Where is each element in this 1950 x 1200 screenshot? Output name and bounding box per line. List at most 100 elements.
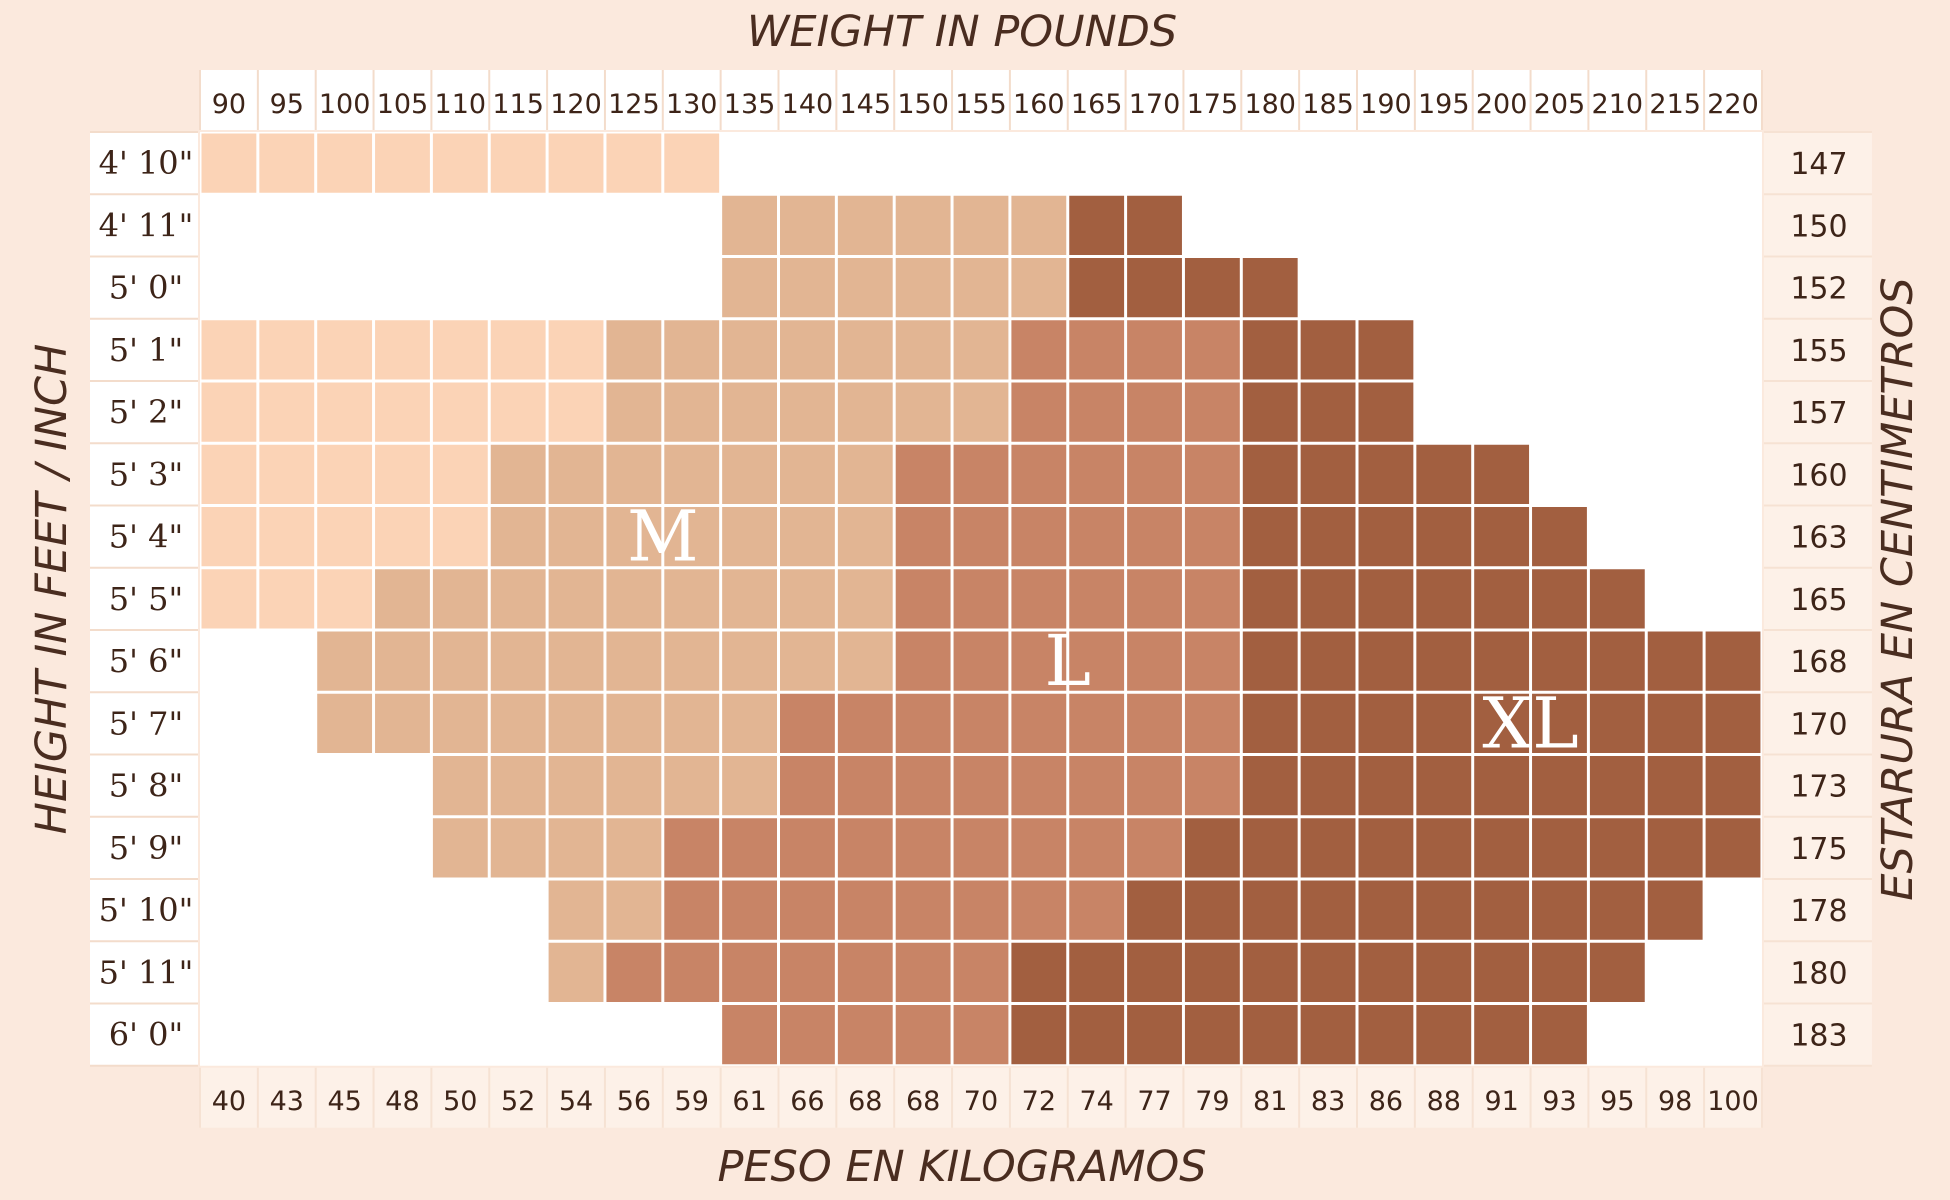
size-cell: [1242, 693, 1298, 753]
size-cell: [953, 444, 1009, 504]
size-cell: [664, 507, 720, 567]
height-cm-tick: 157: [1790, 396, 1847, 431]
size-cell: [1011, 818, 1067, 878]
size-cell: [1069, 1005, 1125, 1065]
size-cell: [722, 569, 777, 629]
weight-lb-tick: 130: [666, 89, 718, 120]
size-cell: [895, 1005, 951, 1065]
height-cm-tick: 168: [1790, 645, 1847, 680]
size-cell: [895, 258, 951, 318]
size-cell: [259, 382, 315, 442]
size-cell: [1011, 444, 1067, 504]
size-cell: [953, 320, 1009, 380]
size-cell: [1242, 818, 1298, 878]
height-ft-tick: 5' 8": [109, 767, 183, 805]
weight-kg-tick: 50: [443, 1086, 477, 1117]
size-cell: [664, 569, 720, 629]
size-cell: [1127, 444, 1182, 504]
size-cell: [780, 693, 835, 753]
size-cell: [953, 382, 1009, 442]
height-ft-tick: 5' 1": [109, 331, 183, 369]
size-cell: [1705, 756, 1761, 816]
size-cell: [201, 569, 257, 629]
size-cell: [895, 880, 951, 940]
size-cell: [895, 569, 951, 629]
size-cell: [201, 133, 257, 193]
weight-kg-tick: 83: [1311, 1086, 1345, 1117]
size-cell: [664, 631, 720, 691]
size-cell: [1127, 382, 1182, 442]
height-ft-tick: 4' 11": [99, 206, 194, 244]
size-cell: [1474, 507, 1530, 567]
size-cell: [837, 507, 893, 567]
size-cell: [722, 1005, 777, 1065]
size-cell: [1184, 631, 1240, 691]
size-cell: [1532, 880, 1587, 940]
size-cell: [1474, 569, 1530, 629]
size-cell: [1358, 631, 1414, 691]
size-cell: [1358, 507, 1414, 567]
weight-kg-tick: 79: [1195, 1086, 1229, 1117]
size-cell: [606, 444, 662, 504]
bottom-tick-band: [200, 1067, 1762, 1128]
weight-lb-tick: 95: [270, 89, 304, 120]
size-cell: [664, 880, 720, 940]
height-cm-tick: 178: [1790, 894, 1847, 929]
height-cm-tick: 163: [1790, 521, 1847, 556]
size-cell: [837, 195, 893, 255]
weight-kg-tick: 74: [1080, 1086, 1114, 1117]
height-ft-tick: 5' 0": [109, 269, 183, 307]
size-cell: [606, 320, 662, 380]
weight-kg-tick: 86: [1369, 1086, 1403, 1117]
size-cell: [1069, 507, 1125, 567]
size-cell: [722, 444, 777, 504]
size-cell: [1416, 569, 1472, 629]
size-cell: [895, 818, 951, 878]
weight-lb-tick: 160: [1013, 89, 1065, 120]
size-cell: [1184, 258, 1240, 318]
size-cell: [1184, 320, 1240, 380]
size-cell: [837, 942, 893, 1002]
weight-kg-tick: 45: [327, 1086, 361, 1117]
size-cell: [375, 507, 430, 567]
size-cell: [606, 880, 662, 940]
size-cell: [490, 818, 546, 878]
size-cell: [606, 133, 662, 193]
size-cell: [548, 693, 604, 753]
size-cell: [490, 569, 546, 629]
size-cell: [1069, 880, 1125, 940]
size-cell: [432, 133, 488, 193]
size-cell: [1416, 507, 1472, 567]
size-cell: [606, 693, 662, 753]
weight-kg-tick: 56: [617, 1086, 651, 1117]
weight-lb-tick: 155: [955, 89, 1007, 120]
size-cell: [1589, 631, 1645, 691]
height-cm-tick: 160: [1790, 458, 1847, 493]
size-cell: [1474, 942, 1530, 1002]
size-cell: [1069, 631, 1125, 691]
size-cell: [837, 756, 893, 816]
size-cell: [317, 693, 373, 753]
size-cell: [432, 818, 488, 878]
size-cell: [837, 818, 893, 878]
size-cell: [1647, 880, 1703, 940]
size-cell: [1589, 880, 1645, 940]
size-cell: [1069, 444, 1125, 504]
weight-kg-tick: 81: [1253, 1086, 1287, 1117]
size-cell: [317, 569, 373, 629]
size-cell: [780, 195, 835, 255]
size-cell: [1474, 1005, 1530, 1065]
size-cell: [375, 444, 430, 504]
size-cell: [780, 320, 835, 380]
weight-lb-tick: 200: [1476, 89, 1528, 120]
size-cell: [1011, 693, 1067, 753]
size-cell: [548, 880, 604, 940]
size-cell: [722, 195, 777, 255]
weight-lb-tick: 135: [724, 89, 776, 120]
size-cell: [606, 942, 662, 1002]
size-cell: [1184, 693, 1240, 753]
size-cell: [664, 320, 720, 380]
size-cell: [780, 631, 835, 691]
size-cell: [1647, 631, 1703, 691]
size-cell: [1300, 320, 1356, 380]
